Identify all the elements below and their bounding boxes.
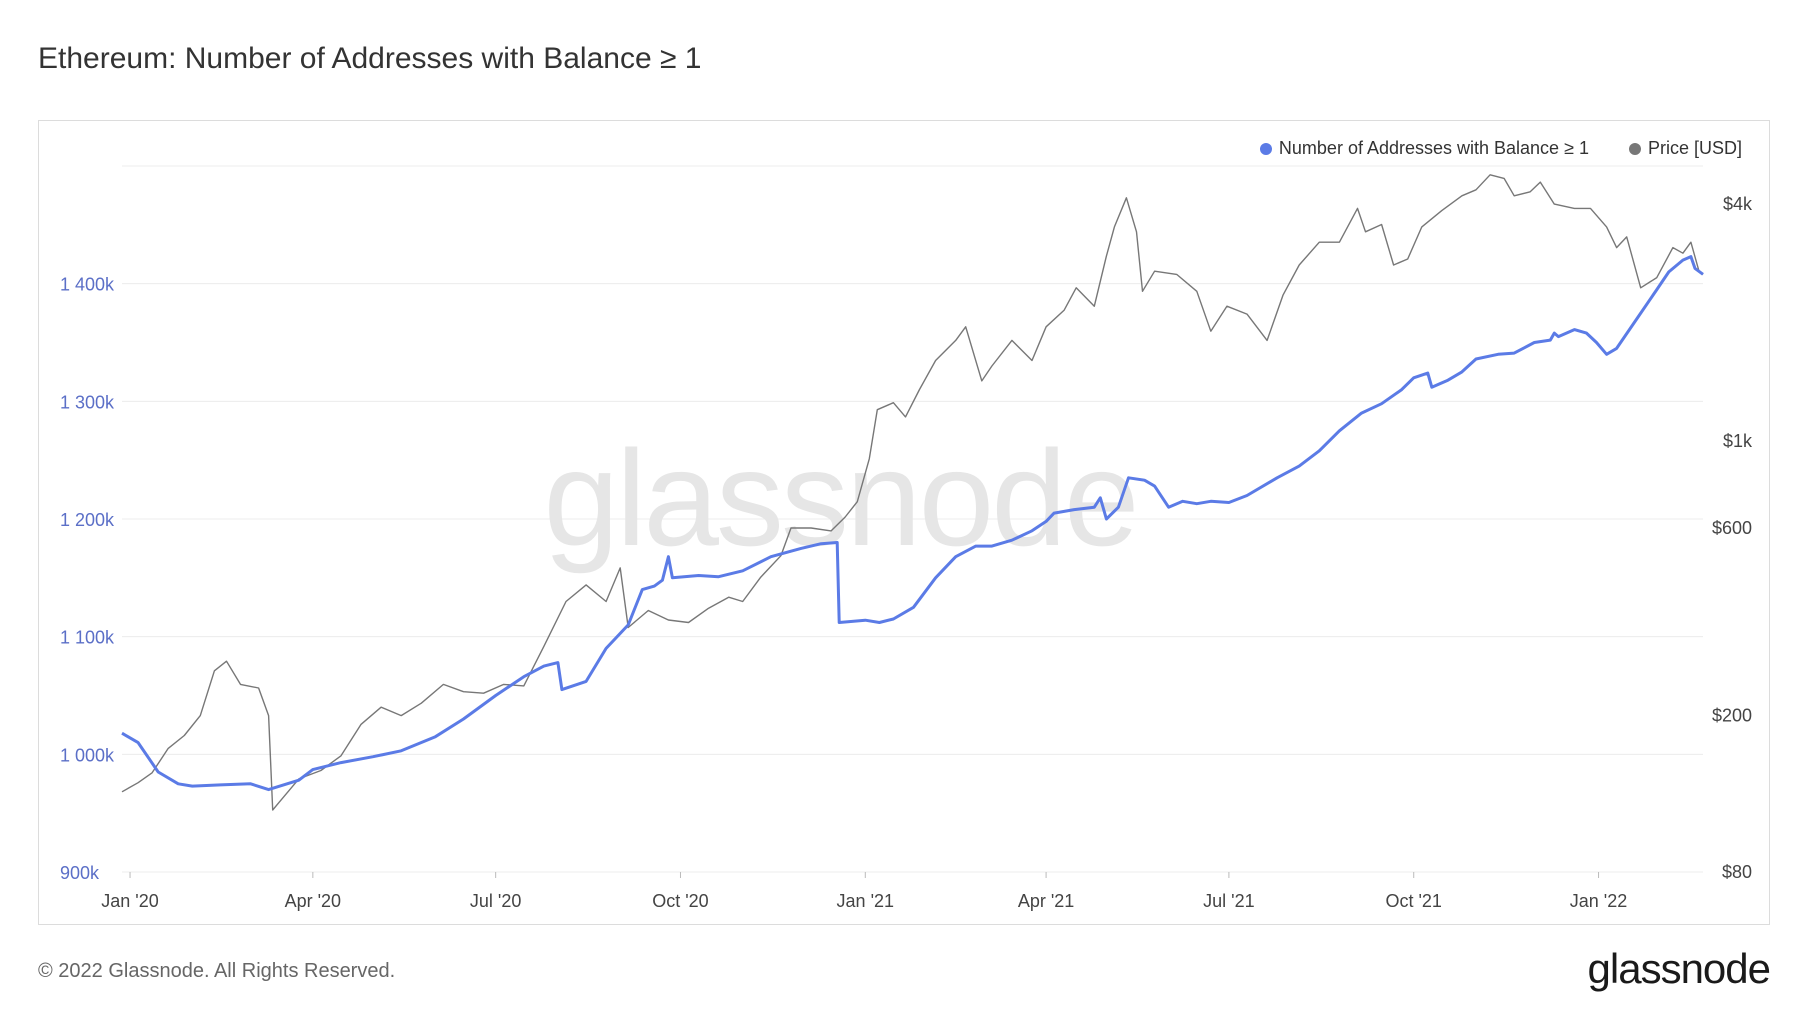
legend-label-addresses: Number of Addresses with Balance ≥ 1 — [1278, 138, 1589, 158]
x-axis-tick-label: Jan '20 — [101, 891, 158, 911]
left-axis-tick-label: 1 200k — [60, 510, 115, 530]
x-axis: Jan '20 Apr '20 Jul '20 Oct '20 Jan '21 Apr '… — [101, 872, 1627, 911]
x-axis-tick-label: Jan '22 — [1570, 891, 1627, 911]
x-axis-tick-label: Apr '21 — [1018, 891, 1074, 911]
right-axis-tick-label: $4k — [1723, 194, 1753, 214]
gridlines — [122, 165, 1703, 873]
x-axis-tick-label: Oct '20 — [652, 891, 708, 911]
chart-frame — [38, 120, 1770, 925]
watermark: glassnode — [543, 422, 1136, 574]
right-axis-tick-label: $200 — [1712, 706, 1752, 726]
series-layer — [121, 174, 1704, 811]
brand-logo: glassnode — [1587, 945, 1771, 992]
legend: Number of Addresses with Balance ≥ 1 Pri… — [1259, 138, 1742, 159]
legend-item-addresses[interactable]: Number of Addresses with Balance ≥ 1 — [1259, 138, 1589, 159]
x-axis-tick-label: Jul '20 — [470, 891, 521, 911]
left-axis-tick-label: 900k — [60, 863, 100, 883]
addresses-series-line — [121, 255, 1704, 792]
x-axis-tick-label: Jan '21 — [837, 891, 894, 911]
left-y-axis: 900k 1 000k 1 100k 1 200k 1 300k 1 400k — [60, 275, 115, 883]
left-axis-tick-label: 1 000k — [60, 745, 115, 765]
right-axis-tick-label: $600 — [1712, 518, 1752, 538]
price-series-line — [121, 174, 1704, 811]
left-axis-tick-label: 1 100k — [60, 628, 115, 648]
copyright-footer: © 2022 Glassnode. All Rights Reserved. — [38, 960, 396, 982]
x-axis-tick-label: Apr '20 — [285, 891, 341, 911]
legend-label-price: Price [USD] — [1647, 138, 1742, 158]
page-title: Ethereum: Number of Addresses with Balan… — [38, 42, 702, 75]
left-axis-tick-label: 1 300k — [60, 392, 115, 412]
legend-dot-addresses — [1259, 142, 1272, 155]
right-axis-tick-label: $1k — [1723, 431, 1753, 451]
legend-dot-price — [1628, 142, 1641, 155]
left-axis-tick-label: 1 400k — [60, 275, 115, 295]
legend-item-price[interactable]: Price [USD] — [1628, 138, 1742, 159]
right-axis-tick-label: $80 — [1722, 862, 1752, 882]
x-axis-tick-label: Jul '21 — [1203, 891, 1254, 911]
right-y-axis: $80 $200 $600 $1k $4k — [1712, 194, 1753, 882]
x-axis-tick-label: Oct '21 — [1385, 891, 1441, 911]
